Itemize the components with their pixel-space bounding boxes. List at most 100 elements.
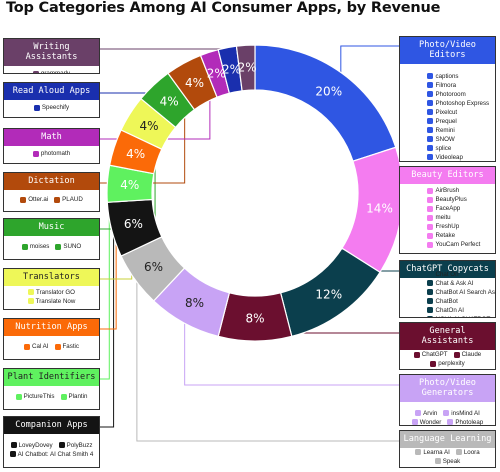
app-logo-icon bbox=[427, 316, 434, 317]
category-name: Writing Assistants bbox=[4, 39, 99, 66]
app-logo-icon bbox=[427, 136, 434, 143]
percent-label: 2% bbox=[207, 67, 226, 81]
app-name-text: FreshUp bbox=[435, 223, 460, 231]
app-logo-icon bbox=[9, 451, 16, 458]
app-logo-icon bbox=[427, 91, 434, 98]
app-name: Photoleap bbox=[444, 418, 486, 425]
category-name: Math bbox=[4, 129, 99, 146]
percent-label: 6% bbox=[124, 217, 143, 231]
app-name-text: Photoshop Express bbox=[435, 99, 490, 107]
app-logo-icon bbox=[23, 343, 30, 350]
app-name-text: AirBrush bbox=[435, 187, 460, 195]
app-name-text: moises bbox=[29, 243, 50, 251]
app-name-text: LoveyDovey bbox=[18, 441, 53, 449]
app-name-text: FaceApp bbox=[435, 205, 461, 213]
app-logo-icon bbox=[427, 271, 434, 278]
app-name-text: Chat On bbox=[435, 270, 459, 278]
app-name: Remini bbox=[424, 126, 470, 135]
app-name-text: AI Chatbot: AI Chat Smith 4 bbox=[17, 450, 94, 458]
category-label-box: Translators Translator GO Translate Now bbox=[3, 268, 100, 310]
app-name-text: photomath bbox=[40, 150, 71, 158]
app-name-text: Speak bbox=[442, 457, 461, 465]
app-name: SNOW bbox=[424, 135, 470, 144]
app-name-text: PLAUD bbox=[62, 196, 83, 204]
app-name-text: splice bbox=[435, 144, 452, 152]
app-name-text: Fastic bbox=[62, 343, 80, 351]
app-list: AirBrush BeautyPlus FaceApp meitu FreshUp Ret… bbox=[400, 183, 495, 252]
app-name-text: PictureThis bbox=[23, 393, 55, 401]
app-logo-icon bbox=[427, 127, 434, 134]
app-name: YouCam Perfect bbox=[424, 240, 480, 249]
app-logo-icon bbox=[453, 351, 460, 358]
app-name: Arvin bbox=[412, 409, 440, 418]
app-name: captions bbox=[424, 72, 470, 81]
app-name: Translate Now bbox=[25, 297, 79, 306]
app-logo-icon bbox=[443, 410, 450, 417]
category-label-box: ChatGPT Copycats Chat On Chat & Ask AI Chat… bbox=[399, 260, 496, 318]
app-name-text: Translator GO bbox=[36, 288, 75, 296]
app-name-text: Claude bbox=[461, 351, 482, 359]
app-name-text: captions bbox=[435, 72, 459, 80]
app-name: PolyBuzz bbox=[56, 441, 96, 450]
category-name: Photo/Video Editors bbox=[400, 37, 495, 64]
category-name: Dictation bbox=[4, 173, 99, 190]
app-logo-icon bbox=[427, 196, 434, 203]
app-name: grammarly bbox=[30, 69, 73, 73]
app-logo-icon bbox=[10, 442, 17, 449]
app-list: Cal AI Fastic bbox=[4, 335, 99, 358]
app-name: Videoleap bbox=[424, 153, 470, 161]
app-name-text: ChatBot AI Search Assistant bbox=[435, 288, 495, 296]
app-logo-icon bbox=[427, 289, 434, 296]
app-list: LoveyDovey PolyBuzz AI Chatbot: AI Chat Sm… bbox=[4, 433, 99, 466]
category-label-box: Language Learning Learna AI Loora Speak bbox=[399, 430, 496, 468]
slice-photo-video-editors bbox=[254, 44, 397, 162]
category-name: Plant Identifiers bbox=[4, 369, 99, 386]
connector-line bbox=[136, 278, 399, 442]
connector-line bbox=[100, 229, 115, 428]
app-name: Plantin bbox=[58, 392, 91, 401]
app-logo-icon bbox=[427, 109, 434, 116]
app-name: AirBrush bbox=[424, 186, 470, 195]
app-name-text: SNOW bbox=[435, 135, 455, 143]
app-logo-icon bbox=[21, 243, 28, 250]
app-name: Wonder bbox=[409, 418, 445, 425]
app-name: ChatOn AI bbox=[424, 306, 470, 315]
app-name-text: YouCam Perfect bbox=[435, 241, 481, 249]
percent-label: 4% bbox=[185, 76, 204, 90]
percent-label: 20% bbox=[315, 84, 342, 98]
app-name: FaceApp bbox=[424, 204, 470, 213]
app-name-text: ChatBot bbox=[435, 297, 458, 305]
category-label-box: Plant Identifiers PictureThis Plantin bbox=[3, 368, 100, 410]
app-logo-icon bbox=[15, 393, 22, 400]
app-name: AI Chatbot: AI Chat Smith 4 bbox=[7, 450, 97, 459]
app-name: BeautyPlus bbox=[424, 195, 470, 204]
app-logo-icon bbox=[411, 419, 418, 425]
app-name-text: BeautyPlus bbox=[435, 196, 467, 204]
app-logo-icon bbox=[427, 241, 434, 248]
app-logo-icon bbox=[55, 243, 62, 250]
app-list: Arvin insMind AI Wonder Photoleap bbox=[400, 401, 495, 425]
app-logo-icon bbox=[413, 351, 420, 358]
app-name: Speak bbox=[432, 457, 464, 466]
app-list: grammarly bbox=[4, 65, 99, 73]
app-name: photomath bbox=[30, 149, 73, 158]
category-name: Read Aloud Apps bbox=[4, 83, 99, 100]
app-name: Pixelcut bbox=[424, 108, 470, 117]
app-name-text: Photoroom bbox=[435, 90, 466, 98]
app-name: PLAUD bbox=[51, 195, 86, 204]
app-list: Speechify bbox=[4, 99, 99, 116]
app-name: Translator GO bbox=[25, 288, 78, 297]
percent-label: 8% bbox=[185, 296, 204, 310]
app-name: Learna AI bbox=[412, 448, 453, 457]
chart-title: Top Categories Among AI Consumer Apps, b… bbox=[6, 0, 441, 16]
app-logo-icon bbox=[32, 70, 39, 73]
category-name: Translators bbox=[4, 269, 99, 286]
app-logo-icon bbox=[427, 73, 434, 80]
connector-line bbox=[184, 320, 399, 386]
app-name: Loora bbox=[453, 448, 483, 457]
app-name-text: SUNO bbox=[63, 243, 82, 251]
app-list: captions Filmora Photoroom Photoshop Expres… bbox=[400, 63, 495, 161]
category-label-box: Beauty Editors AirBrush BeautyPlus FaceApp m… bbox=[399, 166, 496, 254]
category-name: Language Learning bbox=[400, 431, 495, 448]
